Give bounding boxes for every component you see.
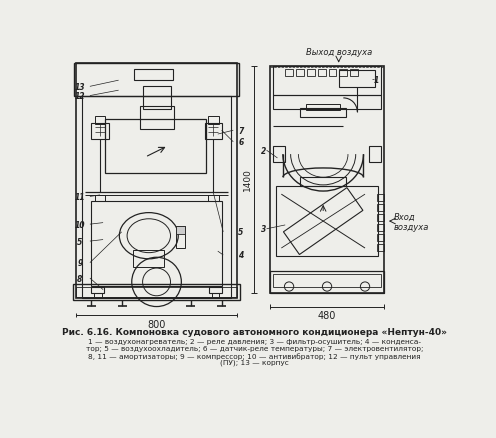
Bar: [143, 87, 171, 110]
Text: 5: 5: [239, 228, 244, 237]
Bar: [82, 96, 231, 298]
Text: 5: 5: [77, 237, 82, 246]
Bar: [306, 105, 340, 111]
Text: 1 — воздухонагреватель; 2 — реле давления; 3 — фильтр-осушитель; 4 — конденса-: 1 — воздухонагреватель; 2 — реле давлени…: [88, 338, 421, 344]
Text: 8, 11 — амортизаторы; 9 — компрессор; 10 — антивибратор; 12 — пульт управления: 8, 11 — амортизаторы; 9 — компрессор; 10…: [88, 352, 421, 359]
Bar: [95, 117, 105, 125]
Text: 8: 8: [77, 274, 82, 283]
Bar: [307, 70, 314, 76]
Bar: [209, 288, 222, 294]
Text: 480: 480: [318, 311, 336, 321]
Bar: [273, 95, 381, 110]
Bar: [376, 225, 384, 232]
Bar: [270, 272, 384, 293]
Bar: [270, 67, 384, 293]
Text: 7: 7: [239, 127, 244, 135]
Text: 10: 10: [74, 220, 85, 229]
Text: 12: 12: [74, 92, 85, 101]
Text: Рис. 6.16. Компоновка судового автономного кондиционера «Нептун-40»: Рис. 6.16. Компоновка судового автономно…: [62, 328, 447, 336]
Bar: [339, 70, 347, 76]
Bar: [376, 194, 384, 201]
Bar: [133, 250, 164, 267]
Text: тор; 5 — воздухоохладитель; 6 — датчик-реле температуры; 7 — электровентилятор;: тор; 5 — воздухоохладитель; 6 — датчик-р…: [85, 345, 423, 351]
Bar: [285, 70, 293, 76]
Text: 11: 11: [74, 192, 85, 201]
Text: 800: 800: [147, 319, 166, 329]
Bar: [376, 205, 384, 212]
Bar: [134, 70, 173, 81]
Bar: [276, 187, 378, 256]
Text: 1400: 1400: [243, 168, 252, 191]
Bar: [273, 67, 381, 95]
Bar: [376, 244, 384, 251]
Bar: [91, 201, 222, 286]
Text: (ПУ); 13 — корпус: (ПУ); 13 — корпус: [220, 359, 289, 366]
Bar: [273, 275, 381, 287]
Bar: [369, 147, 381, 162]
Text: 4: 4: [239, 251, 244, 260]
Bar: [176, 227, 185, 235]
Bar: [94, 294, 102, 298]
Text: 1: 1: [373, 76, 379, 85]
Text: 13: 13: [74, 83, 85, 92]
Bar: [300, 109, 346, 118]
Text: Вход
воздуха: Вход воздуха: [394, 212, 429, 231]
Bar: [208, 195, 219, 201]
Bar: [328, 70, 336, 76]
Bar: [74, 64, 239, 96]
Bar: [91, 288, 104, 294]
Bar: [296, 70, 304, 76]
Bar: [212, 294, 219, 298]
Bar: [318, 70, 325, 76]
Bar: [300, 178, 346, 187]
Bar: [208, 117, 219, 125]
Bar: [339, 71, 375, 88]
Bar: [105, 120, 206, 173]
Bar: [73, 285, 240, 300]
Bar: [376, 215, 384, 222]
Bar: [350, 70, 358, 76]
Text: 6: 6: [239, 138, 244, 147]
Text: 2: 2: [261, 146, 266, 155]
Text: Выход воздуха: Выход воздуха: [306, 48, 372, 57]
Bar: [204, 123, 222, 140]
Bar: [76, 64, 237, 298]
Bar: [139, 106, 174, 129]
Bar: [376, 235, 384, 241]
Bar: [176, 227, 185, 248]
Text: 3: 3: [261, 225, 266, 234]
Text: 9: 9: [77, 258, 82, 268]
Bar: [91, 123, 109, 140]
Bar: [76, 288, 237, 297]
Bar: [95, 195, 105, 201]
Bar: [273, 147, 285, 162]
